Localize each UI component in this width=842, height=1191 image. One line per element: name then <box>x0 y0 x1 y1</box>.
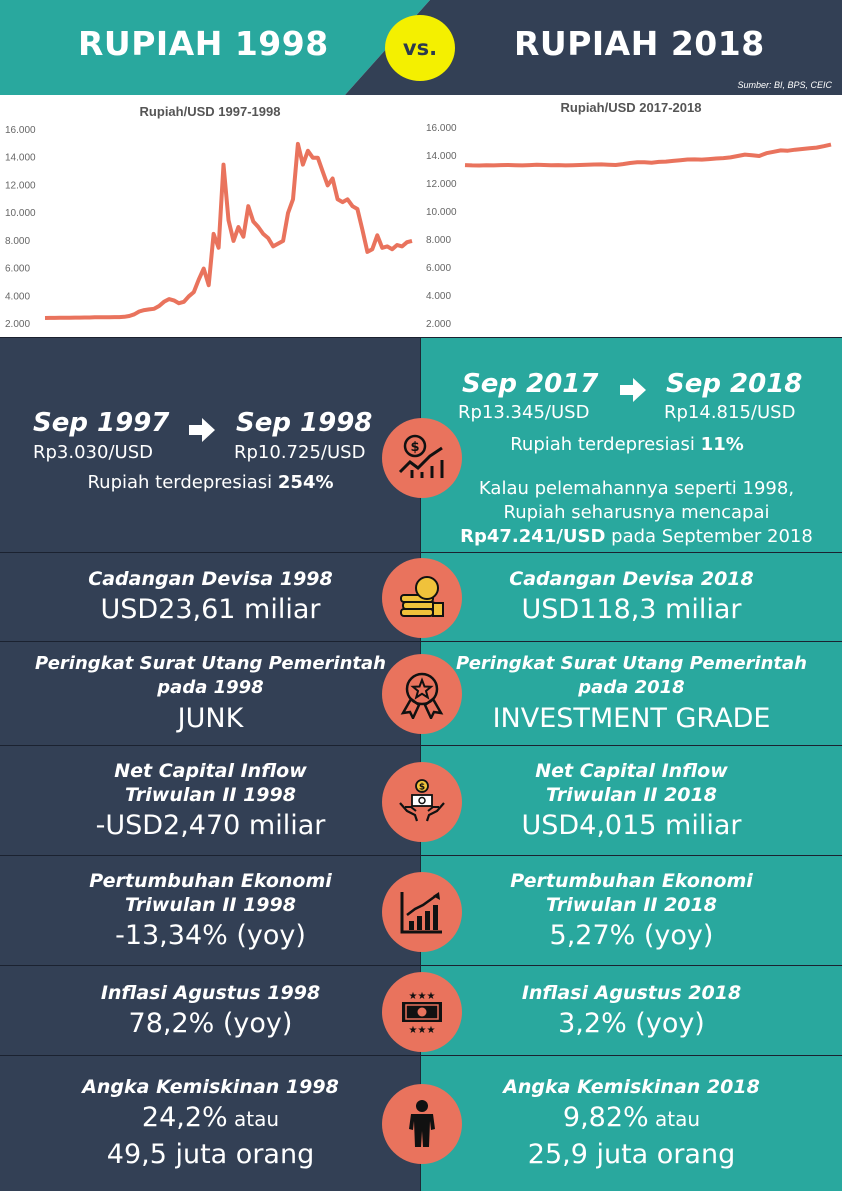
y-tick-label: 12.000 <box>426 179 457 190</box>
hands-money-icon: $ <box>382 762 462 842</box>
left-label-line-1: Pertumbuhan Ekonomi <box>89 869 332 892</box>
title-rupiah-1998: RUPIAH 1998 <box>78 24 329 63</box>
coins-stack-icon <box>382 558 462 638</box>
y-tick-label: 10.000 <box>5 208 36 219</box>
y-tick-label: 14.000 <box>5 153 36 164</box>
y-tick-label: 4.000 <box>426 291 451 302</box>
right-to-date: Sep 2018 <box>666 369 803 399</box>
svg-text:★★★: ★★★ <box>409 1025 436 1035</box>
right-label: Cadangan Devisa 2018 <box>509 568 754 590</box>
chart-title: Rupiah/USD 1997-1998 <box>140 104 281 119</box>
y-tick-label: 8.000 <box>5 236 30 247</box>
left-from-rate: Rp3.030/USD <box>33 442 153 463</box>
title-rupiah-2018: RUPIAH 2018 <box>514 24 765 63</box>
growth-chart-icon <box>382 872 462 952</box>
left-to-date: Sep 1998 <box>236 408 373 438</box>
series-line <box>464 142 832 168</box>
right-label: Angka Kemiskinan 2018 <box>503 1076 760 1098</box>
right-value: 3,2% (yoy) <box>558 1007 705 1039</box>
left-value: -USD2,470 miliar <box>95 809 326 841</box>
svg-text:$: $ <box>419 783 425 793</box>
right-value-line-1: 9,82% atau <box>562 1102 701 1133</box>
chart-2017-2018: Rupiah/USD 2017-2018 16.000 14.000 12.000 10… <box>421 95 842 337</box>
row-peringkat-surat-utang: Peringkat Surat Utang Pemerintah pada 19… <box>0 641 842 745</box>
row-pertumbuhan-ekonomi: Pertumbuhan Ekonomi Triwulan II 1998 -13… <box>0 855 842 965</box>
svg-text:$: $ <box>410 440 419 455</box>
left-arrow-icon <box>189 418 215 442</box>
right-value: USD4,015 miliar <box>521 809 742 841</box>
left-label-line-1: Peringkat Surat Utang Pemerintah <box>35 652 386 674</box>
y-tick-label: 16.000 <box>426 123 457 134</box>
row-net-capital-inflow: Net Capital Inflow Triwulan II 1998 -USD… <box>0 745 842 855</box>
banknote-stars-icon: ★★★ ★★★ <box>382 972 462 1052</box>
right-label-line-2: pada 2018 <box>578 676 685 698</box>
left-label: Angka Kemiskinan 1998 <box>82 1076 339 1098</box>
left-label-line-1: Net Capital Inflow <box>114 759 307 782</box>
right-label-line-2: Triwulan II 2018 <box>546 893 717 916</box>
right-label-line-1: Net Capital Inflow <box>535 759 728 782</box>
right-to-rate: Rp14.815/USD <box>664 402 796 423</box>
header-background <box>0 0 842 95</box>
right-value: INVESTMENT GRADE <box>492 702 771 734</box>
left-label-line-2: Triwulan II 1998 <box>125 783 296 806</box>
right-value-line-2: 25,9 juta orang <box>527 1139 736 1170</box>
left-label-line-2: Triwulan II 1998 <box>125 893 296 916</box>
row-inflasi: Inflasi Agustus 1998 78,2% (yoy) Inflasi… <box>0 965 842 1055</box>
left-value-line-1: 24,2% atau <box>141 1102 280 1133</box>
left-from-date: Sep 1997 <box>33 408 170 438</box>
vs-badge: vs. <box>385 15 455 81</box>
award-ribbon-icon <box>382 654 462 734</box>
y-tick-label: 2.000 <box>426 319 451 330</box>
left-depreciation-text: Rupiah terdepresiasi 254% <box>87 472 334 493</box>
right-from-rate: Rp13.345/USD <box>458 402 590 423</box>
person-icon <box>382 1084 462 1164</box>
y-tick-label: 6.000 <box>426 263 451 274</box>
left-value: USD23,61 miliar <box>100 594 321 625</box>
left-label: Cadangan Devisa 1998 <box>88 568 333 590</box>
left-label-line-2: pada 1998 <box>157 676 264 698</box>
right-value: 5,27% (yoy) <box>549 919 714 951</box>
left-to-rate: Rp10.725/USD <box>234 442 366 463</box>
row-cadangan-devisa: Cadangan Devisa 1998 USD23,61 miliar Cad… <box>0 552 842 641</box>
header: RUPIAH 1998 vs. RUPIAH 2018 Sumber: BI, … <box>0 0 842 95</box>
chart-1997-1998: Rupiah/USD 1997-1998 16.000 14.000 12.000 10… <box>0 95 421 337</box>
row-angka-kemiskinan: Angka Kemiskinan 1998 24,2% atau 49,5 ju… <box>0 1055 842 1191</box>
y-tick-label: 12.000 <box>5 180 36 191</box>
y-tick-label: 14.000 <box>426 151 457 162</box>
y-tick-label: 8.000 <box>426 235 451 246</box>
y-tick-label: 6.000 <box>5 264 30 275</box>
right-label-line-2: Triwulan II 2018 <box>546 783 717 806</box>
left-label: Inflasi Agustus 1998 <box>100 981 321 1004</box>
left-value: -13,34% (yoy) <box>115 919 306 951</box>
chart-2017-2018-svg: Rupiah/USD 2017-2018 16.000 14.000 12.000 10… <box>426 100 832 330</box>
y-tick-label: 2.000 <box>5 319 30 330</box>
series-line <box>44 141 413 320</box>
right-depreciation-text: Rupiah terdepresiasi 11% <box>510 434 744 455</box>
right-from-date: Sep 2017 <box>462 369 599 399</box>
y-tick-label: 16.000 <box>5 125 36 136</box>
money-chart-icon: $ <box>382 418 462 498</box>
comparison-rows: Sep 1997 Rp3.030/USD Sep 1998 Rp10.725/U… <box>0 337 842 1191</box>
left-value: JUNK <box>177 702 244 734</box>
right-arrow-icon <box>620 378 646 402</box>
right-note: Kalau pelemahannya seperti 1998, Rupiah … <box>460 478 813 547</box>
chart-1997-1998-svg: Rupiah/USD 1997-1998 16.000 14.000 12.000 10… <box>5 104 413 330</box>
svg-text:★★★: ★★★ <box>409 991 436 1002</box>
source-note: Sumber: BI, BPS, CEIC <box>737 80 832 90</box>
y-tick-label: 10.000 <box>426 207 457 218</box>
left-value: 78,2% (yoy) <box>128 1007 293 1039</box>
right-label: Inflasi Agustus 2018 <box>521 981 742 1004</box>
right-label-line-1: Pertumbuhan Ekonomi <box>510 869 753 892</box>
right-label-line-1: Peringkat Surat Utang Pemerintah <box>456 652 807 674</box>
right-value: USD118,3 miliar <box>521 594 742 625</box>
chart-title: Rupiah/USD 2017-2018 <box>561 100 702 115</box>
y-tick-label: 4.000 <box>5 291 30 302</box>
left-value-line-2: 49,5 juta orang <box>106 1139 315 1170</box>
row-depreciation: Sep 1997 Rp3.030/USD Sep 1998 Rp10.725/U… <box>0 337 842 552</box>
